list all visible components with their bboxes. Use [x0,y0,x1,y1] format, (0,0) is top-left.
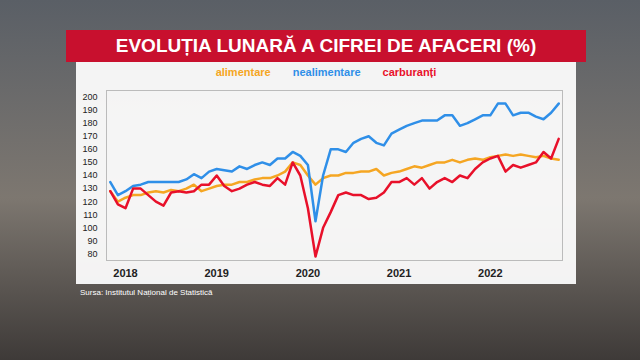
svg-text:200: 200 [82,92,97,102]
svg-text:90: 90 [87,236,97,246]
html-text:carburanți: carburanți [382,66,437,78]
svg-text:2018: 2018 [113,267,137,279]
svg-text:160: 160 [82,144,97,154]
svg-text:150: 150 [82,157,97,167]
svg-text:2020: 2020 [296,267,320,279]
svg-text:190: 190 [82,105,97,115]
svg-text:110: 110 [83,210,97,220]
html-text:alimentare: alimentare [215,66,271,78]
svg-text:180: 180 [82,118,97,128]
svg-text:100: 100 [82,223,97,233]
svg-text:140: 140 [82,170,97,180]
svg-text:2022: 2022 [478,267,502,279]
html-text:nealimentare: nealimentare [292,66,361,78]
html-text:EVOLUȚIA LUNARĂ A CIFREI DE AF: EVOLUȚIA LUNARĂ A CIFREI DE AFACERI (%) [115,35,537,56]
svg-text:2019: 2019 [204,267,228,279]
svg-text:170: 170 [82,131,97,141]
html-text:Sursa: Institutul Național de: Sursa: Institutul Național de Statistică [80,288,213,297]
svg-text:130: 130 [82,183,97,193]
svg-text:2021: 2021 [387,267,411,279]
svg-text:120: 120 [82,197,97,207]
svg-text:80: 80 [87,249,97,259]
